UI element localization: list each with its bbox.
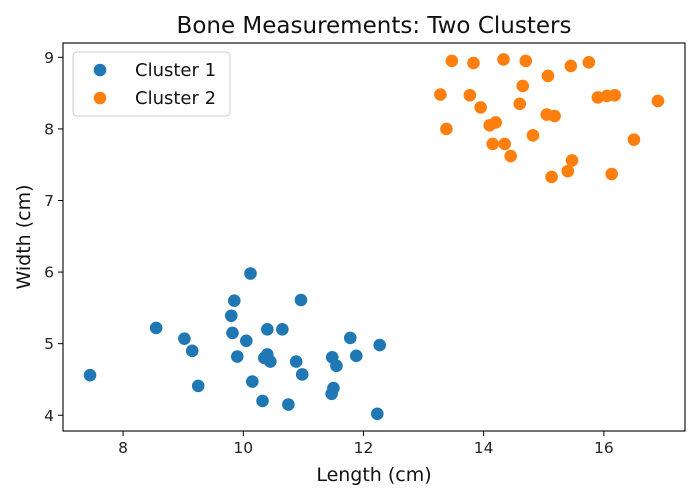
x-tick-label: 16 [594,439,614,457]
data-point [463,88,477,102]
data-point [516,79,530,93]
data-point [330,359,343,373]
data-point [264,355,277,368]
data-point [565,154,579,167]
y-tick-label: 5 [44,335,54,353]
data-point [486,137,499,151]
data-point [226,326,239,340]
data-point [582,56,596,69]
chart-title: Bone Measurements: Two Clusters [177,13,572,39]
data-point [608,88,621,102]
data-point [440,122,453,136]
data-point [651,94,665,108]
data-point [627,133,641,146]
data-point [282,398,295,411]
data-point [467,56,480,70]
x-tick-label: 12 [354,439,374,457]
data-point [434,88,447,101]
data-point [545,170,558,184]
x-axis-label: Length (cm) [316,464,431,486]
data-point [239,334,253,348]
legend-frame [72,51,231,117]
legend-marker [93,63,107,77]
data-point [564,59,578,73]
data-point [295,368,309,381]
data-point [371,407,384,421]
y-tick-label: 9 [44,49,54,67]
data-point [191,379,205,393]
data-point [230,350,244,363]
data-point [605,167,618,181]
data-point [327,381,340,395]
x-tick-label: 14 [474,439,494,457]
data-point [149,321,163,335]
data-point [561,164,575,178]
data-point [489,116,502,129]
x-tick-label: 10 [233,439,253,457]
series-1 [83,267,387,421]
data-point [185,344,199,358]
y-axis-label: Width (cm) [13,184,35,289]
y-tick-label: 4 [44,407,54,425]
data-point [276,323,289,336]
data-point [256,394,269,408]
data-point [513,97,527,111]
data-point [294,293,308,307]
y-tick-label: 6 [44,264,54,282]
data-point [373,338,387,352]
data-point [519,54,533,68]
data-point [244,267,257,280]
data-point [224,309,238,323]
series-2 [434,53,665,184]
axes-frame [62,42,686,432]
x-axis-ticks: 8 10 12 14 16 [118,431,614,457]
data-point [349,349,363,363]
legend-label: Cluster 2 [135,88,216,109]
x-tick-label: 8 [118,439,128,457]
data-point [178,332,191,345]
data-point [474,101,487,114]
data-point [246,375,259,388]
data-point [504,149,518,163]
data-point [541,69,555,83]
data-point [343,331,357,345]
y-axis-ticks: 4 5 6 7 8 9 [44,49,63,425]
data-point [497,53,510,66]
legend-label: Cluster 1 [135,60,216,81]
data-point [548,109,561,123]
legend-marker [93,91,107,105]
data-point [445,54,459,68]
data-point [498,137,512,151]
plot-area [83,53,665,421]
data-point [526,129,540,142]
data-point [261,323,274,336]
data-point [83,368,97,382]
data-point [289,355,303,368]
data-point [227,294,241,308]
legend: Cluster 1 Cluster 2 [72,51,231,117]
y-tick-label: 8 [44,120,54,138]
y-tick-label: 7 [44,192,54,210]
